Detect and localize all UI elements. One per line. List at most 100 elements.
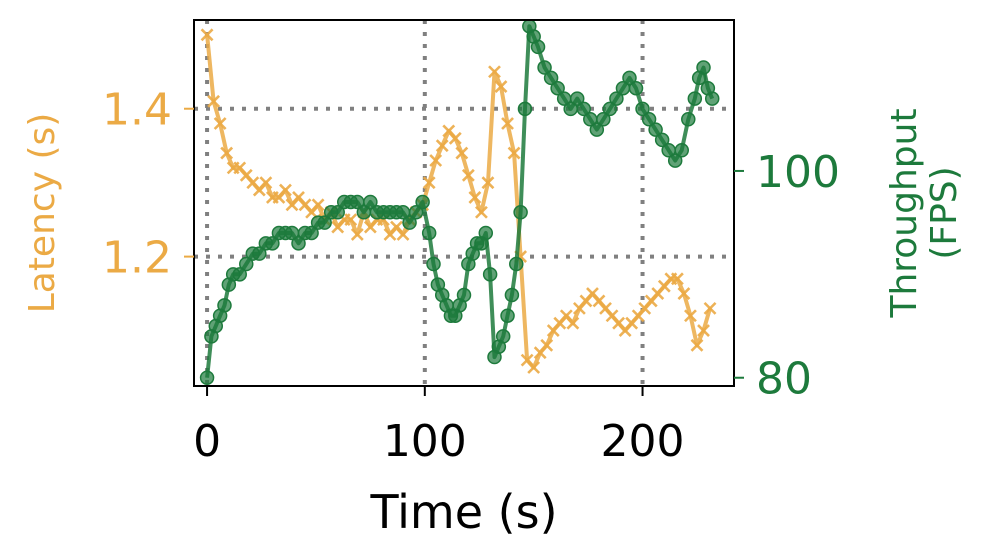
latency-point: [684, 309, 697, 323]
latency-point: [213, 117, 227, 130]
throughput-point: [543, 70, 559, 86]
latency-point-stroke: [559, 309, 573, 323]
latency-point: [435, 139, 449, 153]
y2-axis-title-line2: (FPS): [924, 166, 965, 259]
latency-point: [207, 94, 221, 108]
latency-point-stroke: [605, 309, 619, 323]
throughput-point: [402, 215, 417, 230]
latency-point-stroke: [448, 131, 462, 145]
throughput-point: [217, 298, 232, 313]
latency-point: [429, 154, 443, 167]
throughput-point: [589, 122, 605, 137]
y2-axis-title-line1: Throughput: [884, 108, 925, 318]
series-layer: [199, 18, 720, 385]
latency-point-stroke: [501, 117, 514, 130]
latency-point-stroke: [396, 228, 410, 241]
latency-point: [527, 361, 541, 374]
latency-point: [488, 65, 501, 79]
plot-frame: [193, 19, 735, 387]
latency-point-stroke: [612, 316, 626, 330]
latency-point-stroke: [220, 146, 234, 160]
latency-point-stroke: [494, 80, 508, 93]
latency-point-stroke: [599, 301, 612, 315]
throughput-point: [648, 122, 663, 137]
y2-tick-label: 80: [756, 354, 812, 405]
latency-point: [540, 338, 554, 352]
throughput-point: [478, 225, 494, 241]
latency-point-stroke: [684, 309, 697, 323]
throughput-point: [330, 205, 345, 220]
latency-point: [677, 287, 691, 300]
throughput-point: [667, 153, 683, 168]
latency-point: [311, 198, 325, 212]
latency-point: [468, 191, 482, 204]
latency-point-stroke: [422, 176, 436, 190]
latency-point-stroke: [481, 176, 495, 190]
x-tick-label: 200: [601, 416, 685, 467]
throughput-point: [576, 101, 592, 117]
latency-point: [481, 176, 495, 190]
throughput-point: [239, 256, 254, 272]
throughput-point: [408, 205, 424, 220]
latency-point-stroke: [292, 191, 305, 204]
throughput-point: [569, 91, 585, 106]
latency-point: [259, 176, 273, 190]
latency-point-stroke: [259, 176, 273, 190]
latency-point-stroke: [566, 316, 580, 330]
latency-point: [501, 117, 514, 130]
throughput-point: [654, 132, 670, 148]
x-axis-title: Time (s): [369, 485, 557, 539]
y-tick-label: 1.4: [102, 85, 172, 136]
latency-point-stroke: [350, 228, 364, 241]
throughput-point: [517, 101, 533, 117]
latency-point: [396, 228, 410, 241]
latency-point-stroke: [311, 198, 325, 212]
latency-point-stroke: [540, 338, 554, 352]
latency-point-stroke: [677, 287, 691, 300]
throughput-point: [550, 80, 565, 96]
throughput-point: [415, 194, 430, 210]
latency-point-stroke: [442, 124, 456, 138]
throughput-point: [291, 236, 306, 251]
latency-point: [344, 213, 358, 227]
throughput-point: [482, 267, 498, 282]
latency-point-stroke: [475, 205, 488, 219]
x-tick-label: 0: [193, 416, 221, 467]
latency-point: [461, 168, 475, 182]
throughput-point: [456, 287, 472, 303]
y-axis-title: Latency (s): [22, 113, 63, 314]
throughput-point: [696, 60, 711, 75]
latency-point-stroke: [527, 361, 541, 374]
latency-point-stroke: [697, 324, 710, 337]
y-tick-label: 1.2: [102, 233, 172, 284]
latency-point: [703, 301, 717, 315]
throughput-point: [635, 101, 650, 117]
throughput-point: [363, 194, 378, 210]
latency-point-stroke: [670, 272, 684, 286]
latency-point-stroke: [233, 161, 247, 175]
throughput-point: [252, 246, 267, 261]
latency-point-stroke: [586, 287, 599, 300]
throughput-point: [530, 39, 546, 55]
throughput-point: [504, 287, 520, 303]
x-tick-label: 100: [383, 416, 467, 467]
latency-point-stroke: [213, 117, 227, 130]
latency-point: [220, 146, 234, 160]
latency-point-stroke: [592, 294, 606, 308]
latency-point-stroke: [239, 168, 253, 182]
throughput-point: [265, 236, 280, 251]
latency-point-stroke: [279, 183, 292, 197]
latency-point: [200, 28, 214, 42]
latency-point-stroke: [468, 191, 482, 204]
latency-point-stroke: [298, 198, 312, 212]
throughput-point: [537, 60, 552, 75]
y2-tick-label: 100: [756, 147, 840, 198]
throughput-point: [628, 80, 644, 96]
latency-point: [448, 131, 462, 145]
latency-point: [455, 146, 469, 160]
throughput-point: [199, 370, 215, 385]
throughput-point: [500, 308, 515, 323]
latency-point: [279, 183, 292, 197]
throughput-point: [609, 91, 624, 106]
